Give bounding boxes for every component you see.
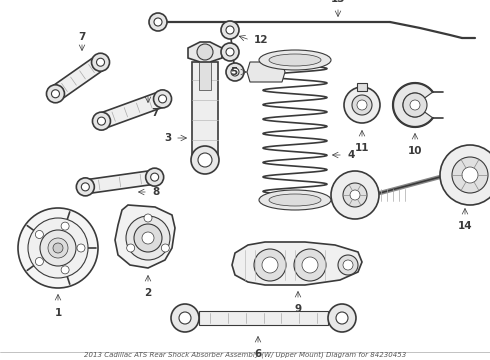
- Text: 13: 13: [331, 0, 345, 4]
- Circle shape: [35, 257, 44, 266]
- Circle shape: [343, 260, 353, 270]
- Text: 8: 8: [152, 187, 159, 197]
- Circle shape: [134, 224, 162, 252]
- Circle shape: [197, 44, 213, 60]
- Circle shape: [92, 53, 110, 71]
- Circle shape: [262, 257, 278, 273]
- Polygon shape: [115, 205, 175, 268]
- Circle shape: [159, 95, 167, 103]
- Circle shape: [440, 145, 490, 205]
- Circle shape: [93, 112, 110, 130]
- Circle shape: [127, 244, 135, 252]
- Circle shape: [153, 90, 172, 108]
- Circle shape: [226, 26, 234, 34]
- Circle shape: [344, 87, 380, 123]
- Circle shape: [40, 230, 76, 266]
- Circle shape: [47, 85, 65, 103]
- Ellipse shape: [259, 190, 331, 210]
- Circle shape: [48, 238, 68, 258]
- Text: 14: 14: [458, 221, 472, 231]
- Circle shape: [462, 167, 478, 183]
- Circle shape: [452, 157, 488, 193]
- Polygon shape: [199, 62, 211, 90]
- Text: 6: 6: [254, 349, 262, 359]
- Polygon shape: [98, 91, 165, 129]
- Circle shape: [336, 312, 348, 324]
- Circle shape: [343, 183, 367, 207]
- Text: 11: 11: [355, 143, 369, 153]
- Circle shape: [161, 244, 170, 252]
- Ellipse shape: [269, 54, 321, 66]
- Circle shape: [76, 178, 95, 196]
- Circle shape: [146, 168, 164, 186]
- Circle shape: [350, 190, 360, 200]
- Circle shape: [191, 146, 219, 174]
- Circle shape: [221, 21, 239, 39]
- Circle shape: [410, 100, 420, 110]
- Polygon shape: [84, 170, 156, 194]
- Circle shape: [126, 216, 170, 260]
- Polygon shape: [51, 56, 105, 100]
- Polygon shape: [199, 311, 328, 325]
- Ellipse shape: [259, 50, 331, 70]
- Circle shape: [302, 257, 318, 273]
- Bar: [357, 83, 367, 91]
- Polygon shape: [188, 42, 222, 62]
- Circle shape: [150, 173, 159, 181]
- Circle shape: [226, 63, 244, 81]
- Text: 2: 2: [145, 288, 151, 298]
- Circle shape: [77, 244, 85, 252]
- Text: 2013 Cadillac ATS Rear Shock Absorber Assembly (W/ Upper Mount) Diagram for 8423: 2013 Cadillac ATS Rear Shock Absorber As…: [84, 351, 406, 358]
- Polygon shape: [393, 83, 433, 127]
- Text: 1: 1: [54, 308, 62, 318]
- Circle shape: [338, 255, 358, 275]
- Text: 5: 5: [230, 67, 237, 77]
- Circle shape: [142, 232, 154, 244]
- Circle shape: [18, 208, 98, 288]
- Circle shape: [198, 153, 212, 167]
- Circle shape: [97, 58, 104, 66]
- Circle shape: [294, 249, 326, 281]
- Circle shape: [171, 304, 199, 332]
- Circle shape: [357, 100, 367, 110]
- Circle shape: [144, 214, 152, 222]
- Circle shape: [61, 266, 69, 274]
- Circle shape: [226, 48, 234, 56]
- Circle shape: [231, 68, 239, 76]
- Text: 12: 12: [254, 35, 269, 45]
- Circle shape: [81, 183, 89, 191]
- Polygon shape: [247, 62, 285, 82]
- Circle shape: [28, 218, 88, 278]
- Ellipse shape: [269, 194, 321, 206]
- Circle shape: [221, 43, 239, 61]
- Circle shape: [149, 13, 167, 31]
- Text: 7: 7: [151, 108, 159, 118]
- Polygon shape: [232, 242, 362, 285]
- Circle shape: [98, 117, 105, 125]
- Circle shape: [154, 18, 162, 26]
- Polygon shape: [192, 62, 218, 155]
- Text: 10: 10: [408, 146, 422, 156]
- Text: 3: 3: [165, 133, 172, 143]
- Circle shape: [403, 93, 427, 117]
- Text: 9: 9: [294, 304, 301, 314]
- Circle shape: [35, 230, 44, 238]
- Circle shape: [254, 249, 286, 281]
- Circle shape: [61, 222, 69, 230]
- Circle shape: [51, 90, 59, 98]
- Circle shape: [331, 171, 379, 219]
- Text: 7: 7: [78, 32, 86, 42]
- Text: 4: 4: [347, 150, 354, 160]
- Circle shape: [328, 304, 356, 332]
- Circle shape: [53, 243, 63, 253]
- Circle shape: [179, 312, 191, 324]
- Circle shape: [352, 95, 372, 115]
